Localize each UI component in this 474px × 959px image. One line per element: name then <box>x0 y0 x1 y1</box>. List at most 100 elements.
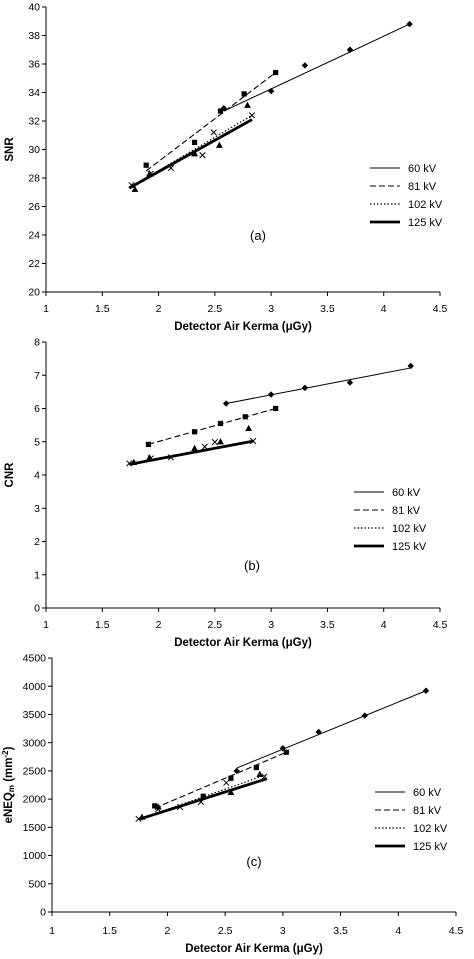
data-point <box>267 391 275 398</box>
x-tick-label: 3 <box>268 303 274 315</box>
x-tick-label: 3 <box>268 619 274 631</box>
data-point <box>361 712 369 719</box>
y-tick-label: 2000 <box>23 794 47 806</box>
series-60-kv <box>233 687 430 775</box>
y-tick-label: 22 <box>28 258 40 270</box>
fit-line <box>223 23 410 112</box>
data-point <box>191 150 198 157</box>
y-tick-label: 3500 <box>23 709 47 721</box>
legend: 60 kV 81 kV 102 kV 125 kV <box>375 787 448 853</box>
y-tick-label: 1 <box>34 569 40 581</box>
data-point <box>273 69 279 76</box>
fit-line <box>131 114 253 188</box>
x-tick-label: 3.5 <box>320 619 335 631</box>
y-axis-title: SNR <box>4 137 16 162</box>
x-tick-label: 3 <box>280 925 286 937</box>
panel-label: (b) <box>244 558 260 573</box>
x-tick-label: 4.5 <box>449 925 464 937</box>
data-point <box>223 779 230 786</box>
y-tick-label: 500 <box>28 878 46 890</box>
y-tick-label: 1500 <box>23 822 47 834</box>
x-tick-label: 4 <box>381 303 387 315</box>
y-tick-label: 20 <box>28 287 40 299</box>
data-point <box>279 745 287 752</box>
data-point <box>191 139 198 145</box>
data-point <box>191 444 198 451</box>
data-point <box>145 441 152 448</box>
x-tick-label: 2 <box>156 619 162 631</box>
y-tick-label: 38 <box>28 30 40 42</box>
x-tick-label: 1 <box>43 619 49 631</box>
y-tick-label: 40 <box>28 2 40 14</box>
x-tick-label: 2.5 <box>208 619 223 631</box>
fit-line <box>129 439 254 466</box>
x-tick-label: 4 <box>381 619 387 631</box>
legend: 60 kV 81 kV 102 kV 125 kV <box>354 487 427 553</box>
legend-label: 102 kV <box>392 523 427 535</box>
legend-label: 125 kV <box>408 217 443 229</box>
series-81-kv <box>143 69 279 172</box>
x-tick-label: 3.5 <box>320 303 335 315</box>
series-125-kv <box>129 424 254 466</box>
series-81-kv <box>145 405 279 448</box>
data-point <box>210 129 217 136</box>
data-point <box>407 362 414 370</box>
data-point <box>199 793 207 800</box>
x-tick-label: 2.5 <box>218 925 233 937</box>
x-axis-title: Detector Air Kerma (μGy) <box>174 321 312 333</box>
data-point <box>283 749 289 755</box>
x-tick-label: 4 <box>395 925 401 937</box>
x-axis-title: Detector Air Kerma (μGy) <box>174 637 312 649</box>
legend-label: 125 kV <box>413 841 448 853</box>
y-tick-label: 1000 <box>23 850 47 862</box>
data-point <box>406 20 413 28</box>
legend-label: 60 kV <box>408 163 437 175</box>
data-point <box>217 438 224 445</box>
fit-line <box>128 118 253 190</box>
data-point <box>143 162 149 168</box>
y-tick-label: 6 <box>34 403 40 415</box>
y-tick-label: 28 <box>28 173 40 185</box>
y-tick-label: 4000 <box>23 681 47 693</box>
chart-panel-1: 20 22 24 26 28 30 32 34 36 38 40 1 1.5 2 2.5 3 3.5 4 4.5 De… <box>4 2 447 333</box>
data-point <box>256 770 264 777</box>
y-tick-label: 2500 <box>23 765 47 777</box>
y-tick-label: 3000 <box>23 737 47 749</box>
data-point <box>346 379 354 386</box>
fit-line <box>154 751 287 809</box>
chart-panel-3: 0 500 1000 1500 2000 2500 3000 3500 4000 4500 1 1.5… <box>1 653 463 955</box>
y-tick-label: 5 <box>34 436 40 448</box>
data-point <box>301 62 309 69</box>
y-tick-label: 26 <box>28 201 40 213</box>
legend-label: 81 kV <box>413 805 442 817</box>
data-point <box>199 152 206 159</box>
y-tick-label: 0 <box>34 603 40 615</box>
y-tick-label: 24 <box>28 230 40 242</box>
x-tick-label: 1.5 <box>102 925 117 937</box>
data-point <box>220 104 228 112</box>
x-tick-label: 2 <box>156 303 162 315</box>
x-tick-label: 4.5 <box>433 619 448 631</box>
series-60-kv <box>222 362 414 407</box>
y-tick-label: 2 <box>34 536 40 548</box>
legend-label: 81 kV <box>408 181 437 193</box>
y-axis-title-close: ) <box>3 746 15 750</box>
data-point <box>244 101 251 108</box>
panel-label: (a) <box>250 228 266 243</box>
data-point <box>245 424 253 432</box>
series-125-kv <box>138 770 268 821</box>
x-tick-label: 3.5 <box>333 925 348 937</box>
y-axis-title: CNR <box>4 462 16 488</box>
data-point <box>301 384 309 392</box>
data-point <box>217 108 224 114</box>
y-tick-label: 0 <box>40 907 46 919</box>
data-point <box>228 775 234 781</box>
x-tick-label: 2 <box>165 925 171 937</box>
data-point <box>154 803 162 810</box>
data-point <box>346 46 354 53</box>
fit-line <box>226 367 411 405</box>
x-tick-label: 1.5 <box>95 619 110 631</box>
y-axis-title-unit: (mm <box>3 758 15 785</box>
y-tick-label: 32 <box>28 116 40 128</box>
